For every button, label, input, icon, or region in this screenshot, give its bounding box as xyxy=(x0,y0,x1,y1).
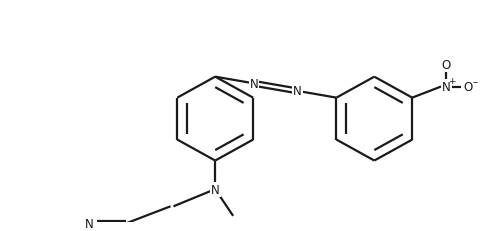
Text: –: – xyxy=(472,76,477,86)
Text: N: N xyxy=(293,85,302,98)
Text: N: N xyxy=(211,183,220,196)
Text: O: O xyxy=(442,59,451,72)
Text: N: N xyxy=(249,78,259,91)
Text: +: + xyxy=(448,77,456,86)
Text: N: N xyxy=(442,81,451,94)
Text: O: O xyxy=(463,81,473,94)
Text: N: N xyxy=(85,217,93,230)
